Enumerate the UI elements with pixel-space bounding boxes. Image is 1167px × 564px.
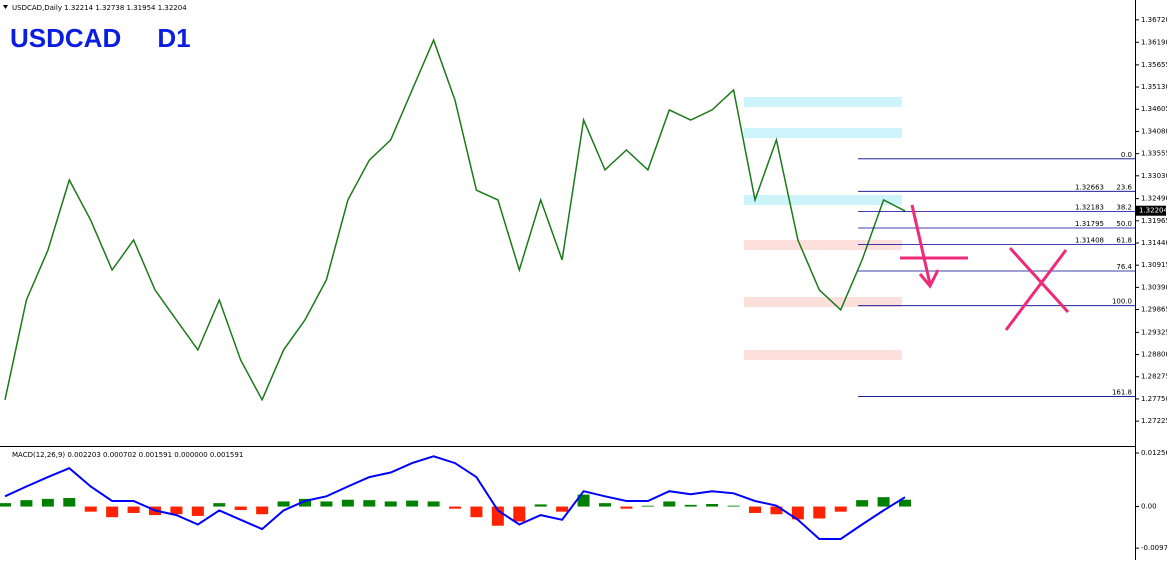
header: USDCAD,Daily 1.32214 1.32738 1.31954 1.3…: [12, 4, 187, 12]
y-tick-label: 1.30390: [1141, 283, 1167, 291]
histogram-bar: [299, 498, 311, 507]
y-tick-label: 1.27750: [1141, 395, 1167, 403]
histogram-bar: [770, 506, 783, 515]
y-tick-label: 1.30915: [1141, 261, 1167, 269]
resistance-zone: [744, 97, 902, 107]
histogram-bar: [813, 506, 826, 519]
histogram-bar: [449, 506, 461, 509]
fib-ratio: 76.4: [1116, 263, 1132, 271]
histogram-bar: [363, 500, 376, 507]
histogram-bar: [641, 505, 654, 507]
cross-mark: [1004, 249, 1068, 331]
histogram-bar: [877, 497, 890, 507]
fib-price: 1.31408: [1075, 236, 1104, 244]
histogram-bar: [341, 499, 354, 507]
histogram-bar: [706, 504, 719, 507]
histogram-bar: [20, 500, 33, 507]
support-zone: [744, 297, 902, 307]
fib-price: 1.31795: [1075, 220, 1104, 228]
y-tick-label: 0.00: [1141, 503, 1157, 511]
down-arrow: [910, 204, 940, 289]
histogram-bar: [170, 506, 183, 515]
macd-title: MACD(12,26,9) 0.002203 0.000702 0.001591…: [12, 451, 243, 459]
y-tick-label: 1.32490: [1141, 195, 1167, 203]
histogram-bar: [320, 501, 333, 507]
zones: [744, 97, 902, 360]
support-zone: [744, 240, 902, 250]
y-tick-label: 1.31965: [1141, 217, 1167, 225]
y-tick-label: -0.00976: [1141, 544, 1167, 552]
fib-price: 1.32183: [1075, 204, 1104, 212]
price-line: [4, 38, 906, 402]
plot: 1.36720 1.36190 1.35655 1.35130 1.34605 1.340…: [0, 16, 1167, 552]
histogram-bar: [834, 506, 847, 512]
resistance-zone: [744, 128, 902, 138]
histogram-bar: [213, 503, 226, 507]
last-price-tag: [1136, 205, 1166, 216]
histogram-bar: [127, 506, 140, 513]
histogram-bar: [684, 504, 697, 507]
histogram-bar: [256, 506, 269, 515]
histogram-bar: [84, 506, 97, 512]
histogram-bar: [513, 506, 526, 522]
y-tick-label: 1.36190: [1141, 38, 1167, 46]
histogram-bar: [41, 498, 54, 507]
histogram-bar: [856, 500, 869, 507]
histogram-bar: [427, 501, 440, 507]
cross-mark: [1008, 246, 1070, 314]
histogram-bar: [663, 501, 676, 507]
histogram-bar: [470, 506, 483, 518]
y-tick-label: 1.35130: [1141, 83, 1167, 91]
last-price-label: 1.32204: [1139, 207, 1167, 215]
support-zone: [744, 350, 902, 360]
y-tick-label: 1.36720: [1141, 16, 1167, 24]
histogram-bar: [727, 505, 740, 507]
histogram-bar: [556, 506, 569, 512]
y-tick-label: 0.012565: [1141, 449, 1167, 457]
histogram-bar: [899, 499, 911, 507]
fib-ratio: 161.8: [1112, 388, 1132, 396]
annotations: [900, 204, 1070, 331]
fib-price: 1.32663: [1075, 183, 1104, 191]
y-tick-label: 1.34605: [1141, 105, 1167, 113]
histogram-bar: [406, 500, 419, 507]
fib-ratio: 61.8: [1116, 236, 1132, 244]
resistance-zone: [744, 195, 902, 205]
macd-line: [4, 455, 906, 540]
y-tick-label: 1.33030: [1141, 172, 1167, 180]
histogram-bar: [106, 506, 119, 518]
histogram-bar: [191, 506, 204, 516]
y-tick-label: 1.29325: [1141, 328, 1167, 336]
chart-title: USDCAD D1: [10, 23, 191, 53]
y-tick-label: 1.28275: [1141, 373, 1167, 381]
histogram-bar: [277, 501, 290, 507]
fib-ratio: 38.2: [1116, 204, 1132, 212]
fib-ratio: 0.0: [1121, 151, 1132, 159]
histogram-bar: [749, 506, 761, 513]
histogram-bar: [384, 501, 397, 507]
histogram-bar: [599, 503, 611, 507]
fib-ratio: 100.0: [1112, 298, 1132, 306]
histogram-bar: [63, 498, 76, 507]
fib-ratio: 23.6: [1116, 183, 1132, 191]
y-tick-label: 1.29865: [1141, 306, 1167, 314]
histogram-bar: [234, 506, 247, 510]
histogram-bar: [791, 506, 804, 520]
header-icon: [3, 5, 8, 9]
y-tick-label: 1.27225: [1141, 417, 1167, 425]
y-tick-label: 1.31440: [1141, 239, 1167, 247]
histogram-bar: [620, 506, 633, 509]
y-tick-label: 1.34080: [1141, 127, 1167, 135]
y-tick-label: 1.33555: [1141, 150, 1167, 158]
y-tick-label: 1.28800: [1141, 351, 1167, 359]
histogram-bar: [0, 503, 11, 507]
y-tick-label: 1.35655: [1141, 61, 1167, 69]
fib-ratio: 50.0: [1116, 220, 1132, 228]
histogram-bar: [577, 494, 590, 507]
histogram-bar: [534, 504, 547, 507]
